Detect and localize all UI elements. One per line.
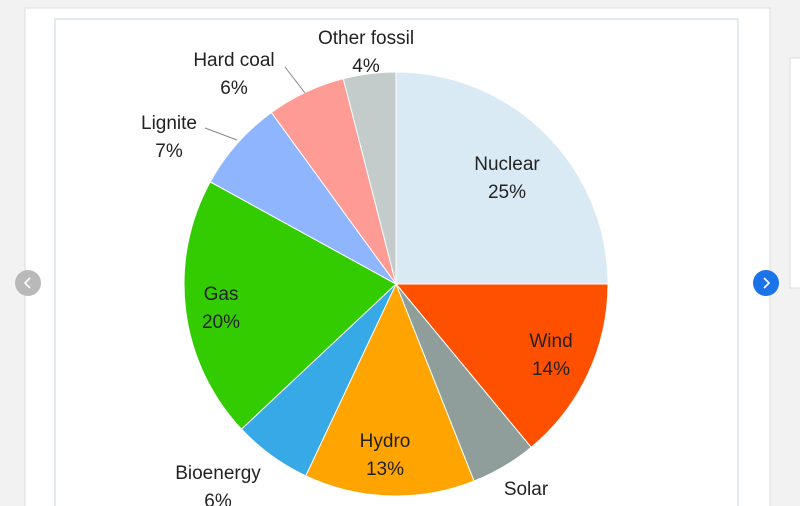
next-button-circle[interactable]	[753, 270, 779, 296]
prev-button[interactable]	[15, 270, 41, 296]
slice-label: Solar	[504, 479, 549, 500]
slice-label: Other fossil	[318, 28, 414, 49]
slice-value-label: 4%	[352, 56, 380, 77]
next-icon	[763, 277, 771, 289]
pie-chart	[183, 71, 609, 497]
slice-value-label: 14%	[532, 359, 570, 380]
leader-line	[204, 127, 238, 141]
pie-slice	[183, 181, 397, 430]
pie-slice	[395, 71, 609, 285]
slice-label: Hard coal	[193, 50, 274, 71]
slice-value-label: 25%	[488, 182, 526, 203]
pie-slice	[342, 71, 397, 285]
prev-button-circle[interactable]	[15, 270, 41, 296]
pie-slice	[394, 283, 609, 449]
slice-value-label: 13%	[366, 459, 404, 480]
slice-label: Bioenergy	[175, 463, 261, 484]
prev-icon	[23, 277, 31, 289]
slice-value-label: 6%	[220, 78, 248, 99]
slice-label: Hydro	[360, 431, 411, 452]
leader-line	[284, 66, 306, 94]
slice-value-label: 20%	[202, 312, 240, 333]
slice-value-label: 6%	[204, 491, 232, 506]
slice-value-label: 7%	[155, 141, 183, 162]
pie-slice	[305, 282, 475, 497]
slice-label: Nuclear	[474, 154, 540, 175]
side-panel	[789, 57, 800, 289]
next-button[interactable]	[753, 270, 779, 296]
slice-label: Lignite	[141, 113, 197, 134]
slice-label: Wind	[529, 331, 572, 352]
slice-label: Gas	[204, 284, 239, 305]
